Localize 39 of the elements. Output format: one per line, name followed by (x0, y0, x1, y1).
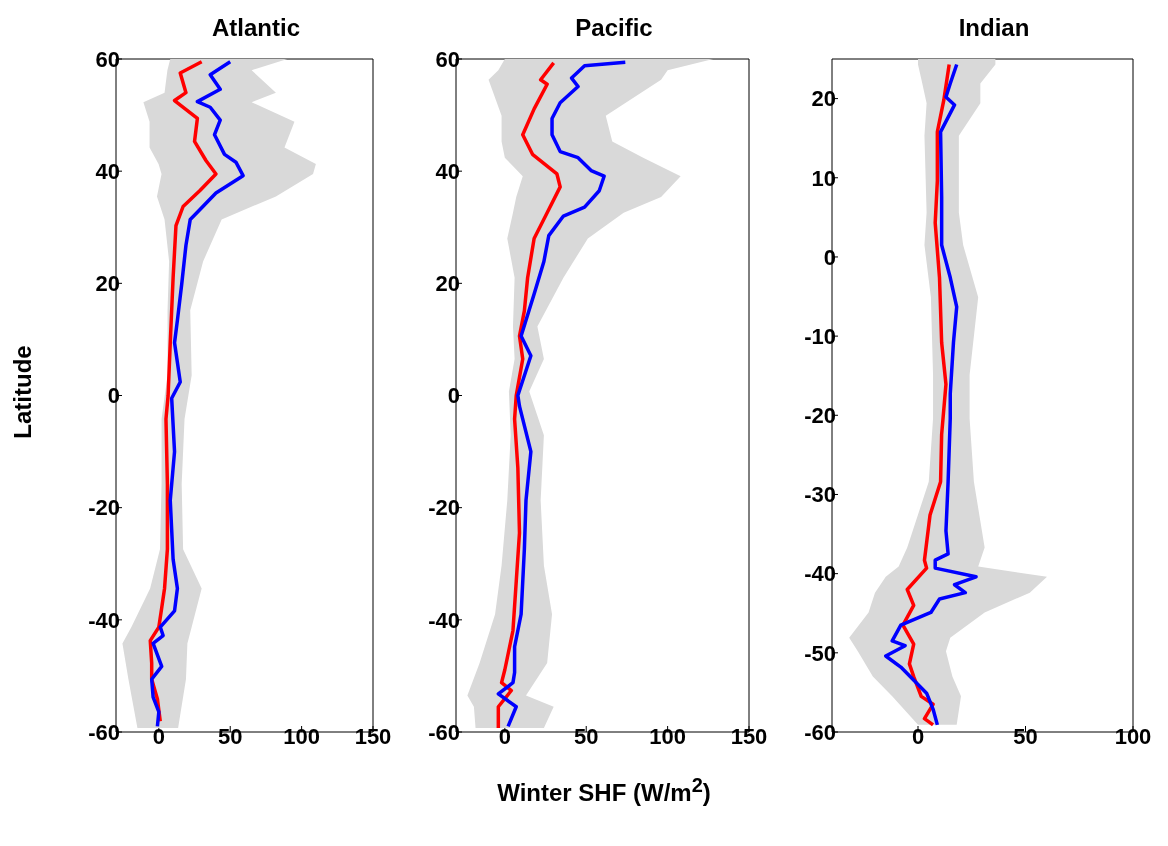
y-tick-label: 20 (435, 271, 460, 297)
x-tick-label: 100 (283, 723, 320, 749)
y-tick-label: 0 (447, 383, 460, 409)
chart-title: Indian (957, 13, 1031, 43)
y-tick-label: -30 (804, 482, 836, 508)
x-tick-label: 50 (1013, 723, 1038, 749)
y-tick-label: 0 (107, 383, 120, 409)
y-tick-label: 20 (811, 86, 836, 112)
y-tick-label: -20 (804, 403, 836, 429)
y-tick-label: -40 (804, 561, 836, 587)
y-tick-label: -20 (88, 495, 120, 521)
y-tick-label: -50 (804, 640, 836, 666)
x-tick-label: 0 (498, 723, 511, 749)
y-tick-label: 10 (811, 165, 836, 191)
x-tick-label: 150 (730, 723, 768, 749)
chart-title: Pacific (574, 13, 654, 43)
y-tick-label: -10 (804, 323, 836, 349)
x-axis-title: Winter SHF (W/m$^{2}$) (496, 773, 712, 808)
y-tick-label: 20 (95, 271, 120, 297)
x-tick-label: 100 (1114, 723, 1152, 749)
x-tick-label: 0 (911, 723, 925, 749)
y-tick-label: 60 (95, 46, 120, 72)
x-tick-label: 50 (217, 723, 243, 749)
y-tick-label: 60 (435, 46, 460, 72)
y-axis-title: Latitude (9, 344, 37, 441)
y-tick-label: -60 (428, 719, 460, 745)
y-tick-label: 40 (435, 158, 460, 184)
y-tick-label: 40 (95, 158, 120, 184)
y-tick-label: 0 (823, 244, 836, 270)
y-tick-label: -60 (804, 719, 836, 745)
y-tick-label: -20 (428, 495, 460, 521)
x-tick-label: 50 (573, 723, 599, 749)
chart-title: Atlantic (211, 13, 301, 43)
y-tick-label: -60 (88, 719, 120, 745)
x-tick-label: 100 (649, 723, 686, 749)
y-tick-label: -40 (428, 607, 460, 633)
x-tick-label: 0 (152, 723, 165, 749)
x-tick-label: 150 (354, 723, 392, 749)
y-tick-label: -40 (88, 607, 120, 633)
